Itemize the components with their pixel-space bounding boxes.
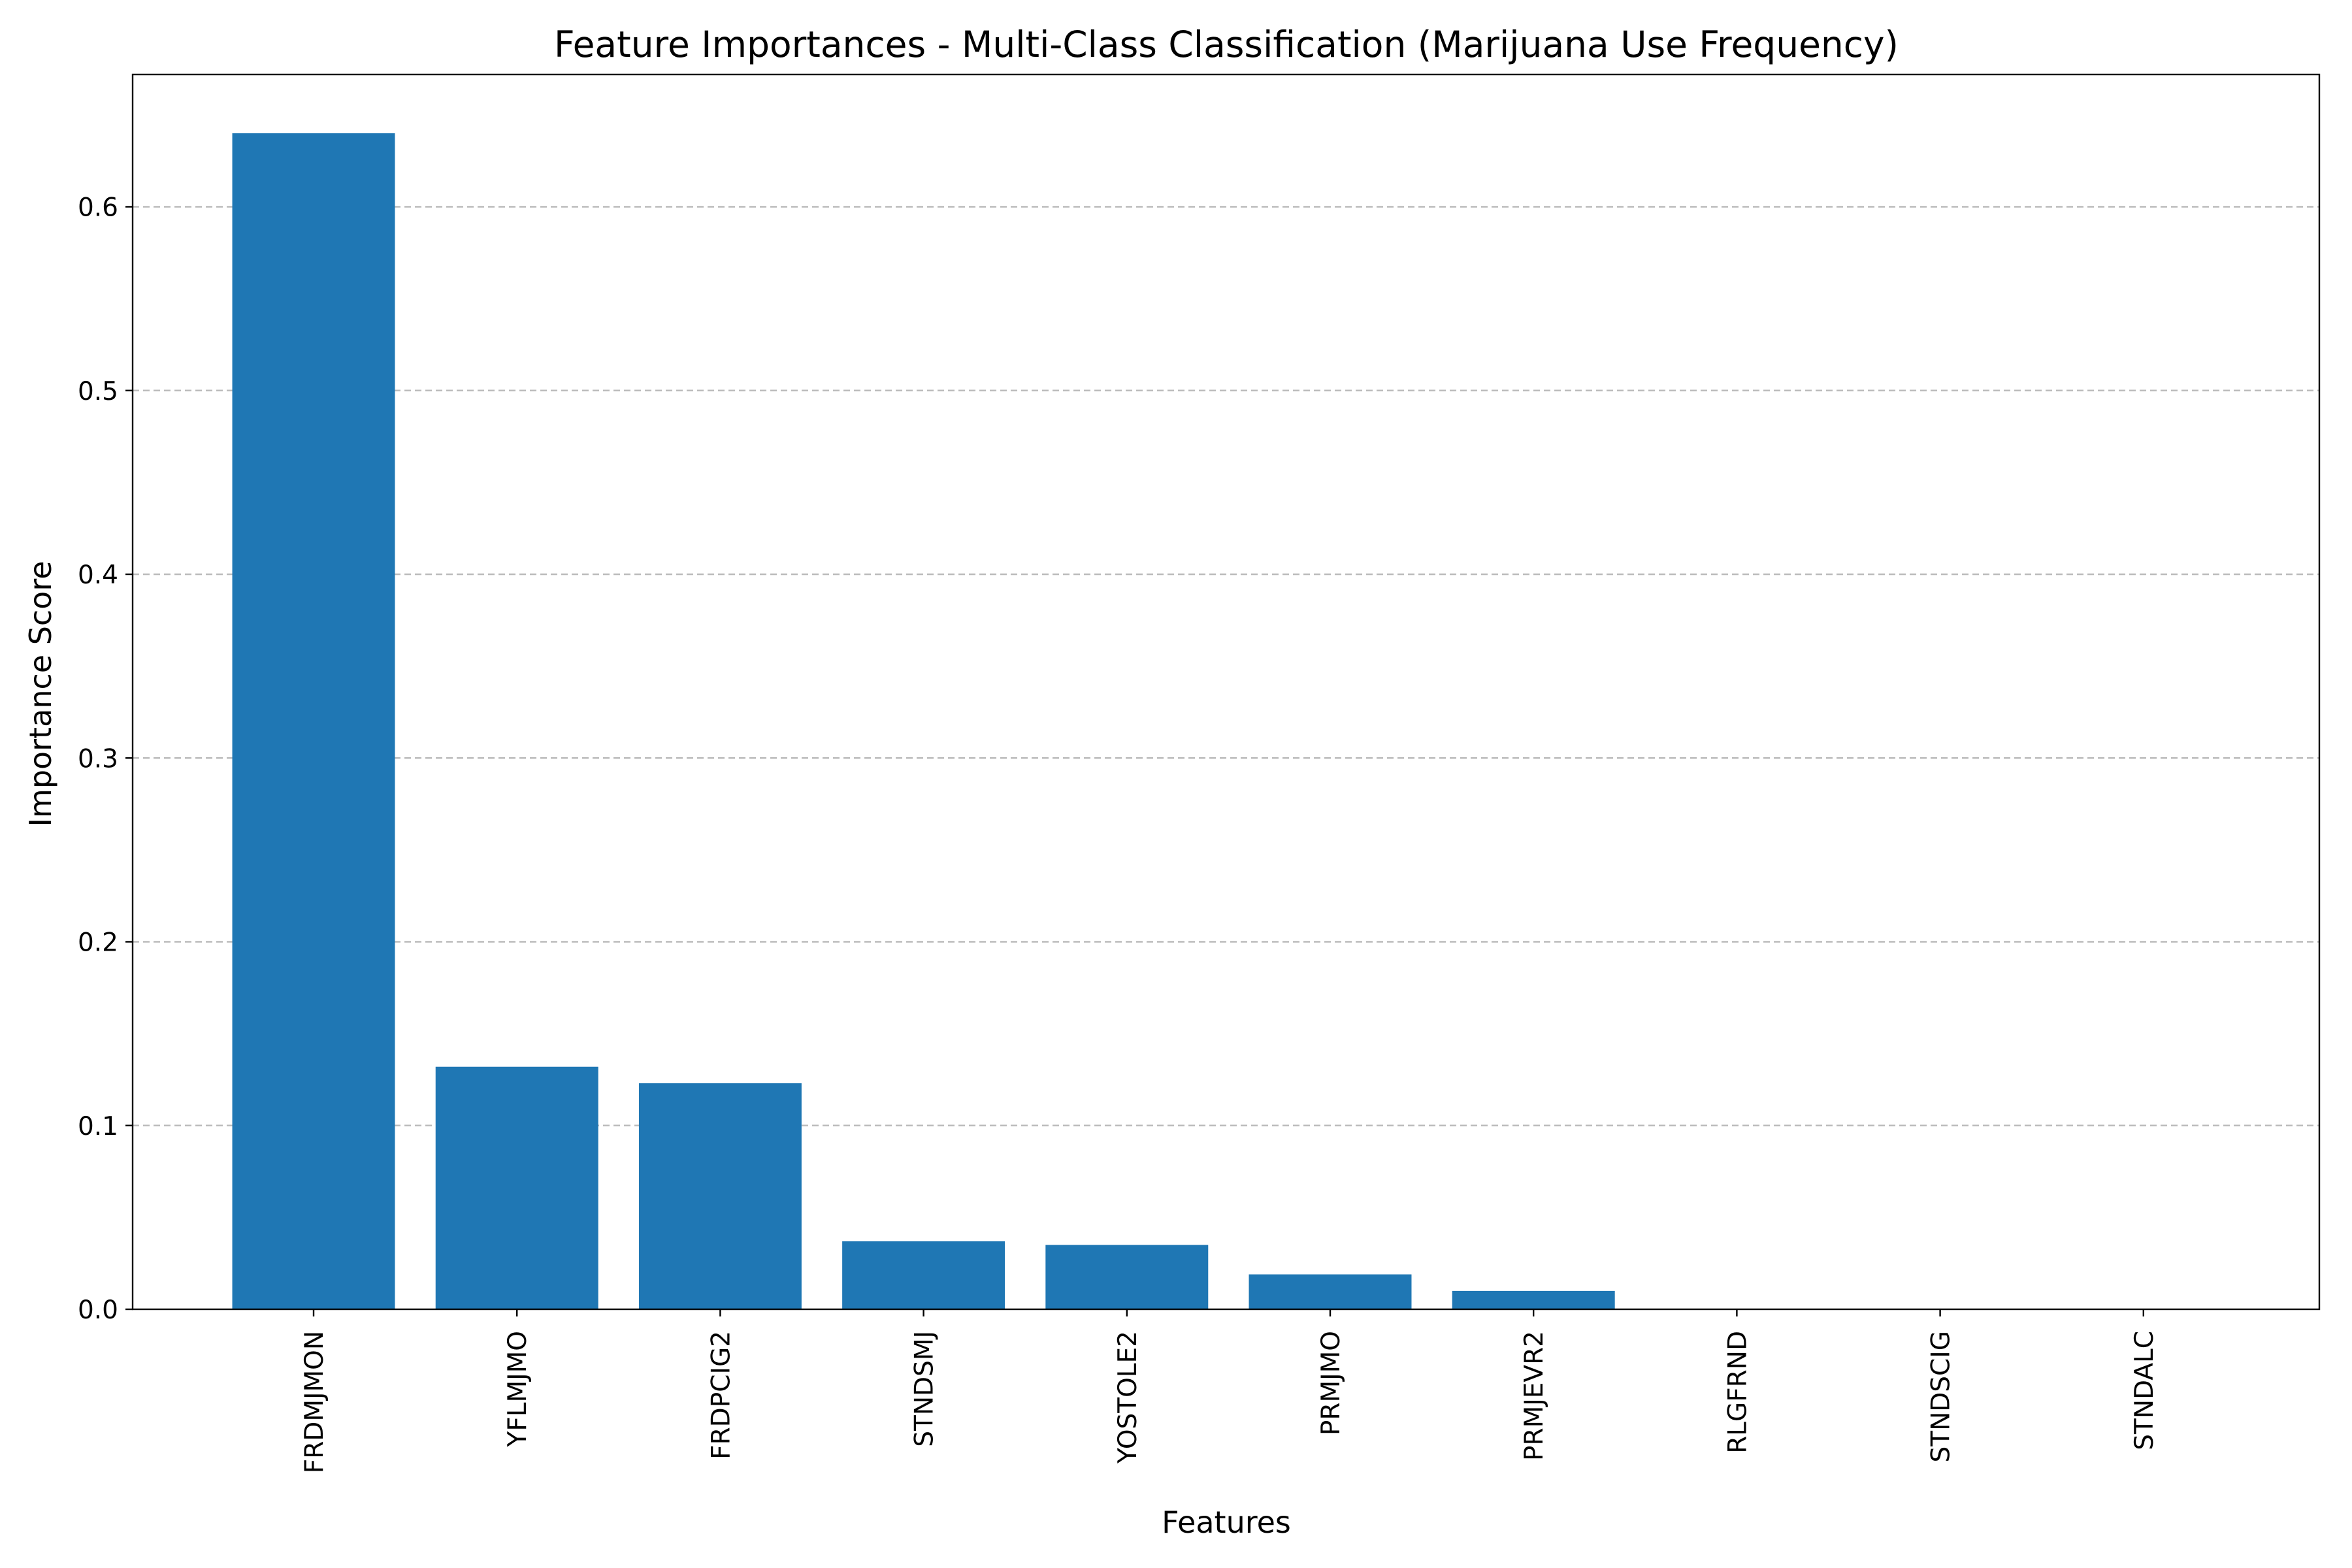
- chart-title: Feature Importances - Multi-Class Classi…: [554, 24, 1899, 65]
- bar-stndsmj: [842, 1241, 1005, 1309]
- y-tick-label: 0.3: [78, 744, 118, 774]
- y-tick-label: 0.1: [78, 1112, 118, 1141]
- x-tick-label: STNDSCIG: [1927, 1331, 1956, 1463]
- bar-frdmjmon: [232, 133, 395, 1309]
- grid-lines: [133, 206, 2319, 1126]
- x-tick-label: STNDSMJ: [910, 1331, 939, 1447]
- y-tick-label: 0.6: [78, 193, 118, 223]
- x-tick-label: STNDALC: [2130, 1331, 2159, 1450]
- x-axis-label: Features: [1162, 1505, 1291, 1540]
- bar-yostole2: [1045, 1245, 1209, 1309]
- x-tick-label: FRDPCIG2: [706, 1331, 736, 1460]
- bar-yflmjmo: [435, 1066, 598, 1309]
- x-tick-label: FRDMJMON: [300, 1331, 329, 1473]
- y-axis-ticks: 0.0 0.1 0.2 0.3 0.4 0.5 0.6: [78, 193, 133, 1325]
- y-tick-label: 0.2: [78, 928, 118, 958]
- x-tick-label: YFLMJMO: [503, 1331, 532, 1447]
- x-tick-label: PRMJMO: [1316, 1331, 1346, 1435]
- y-tick-label: 0.5: [78, 377, 118, 406]
- x-tick-label: YOSTOLE2: [1113, 1331, 1143, 1464]
- bar-frdpcig2: [638, 1083, 802, 1309]
- y-tick-label: 0.0: [78, 1296, 118, 1325]
- y-tick-label: 0.4: [78, 561, 118, 590]
- x-axis-ticks: FRDMJMON YFLMJMO FRDPCIG2 STNDSMJ YOSTOLE2 PR…: [300, 1309, 2159, 1473]
- bar-prmjevr2: [1452, 1290, 1615, 1309]
- plot-frame: [131, 73, 2321, 1311]
- y-axis-label: Importance Score: [23, 561, 58, 826]
- x-tick-label: PRMJEVR2: [1520, 1331, 1549, 1461]
- bars: [232, 133, 1615, 1309]
- bar-prmjmo: [1249, 1274, 1412, 1309]
- x-tick-label: RLGFRND: [1723, 1331, 1752, 1454]
